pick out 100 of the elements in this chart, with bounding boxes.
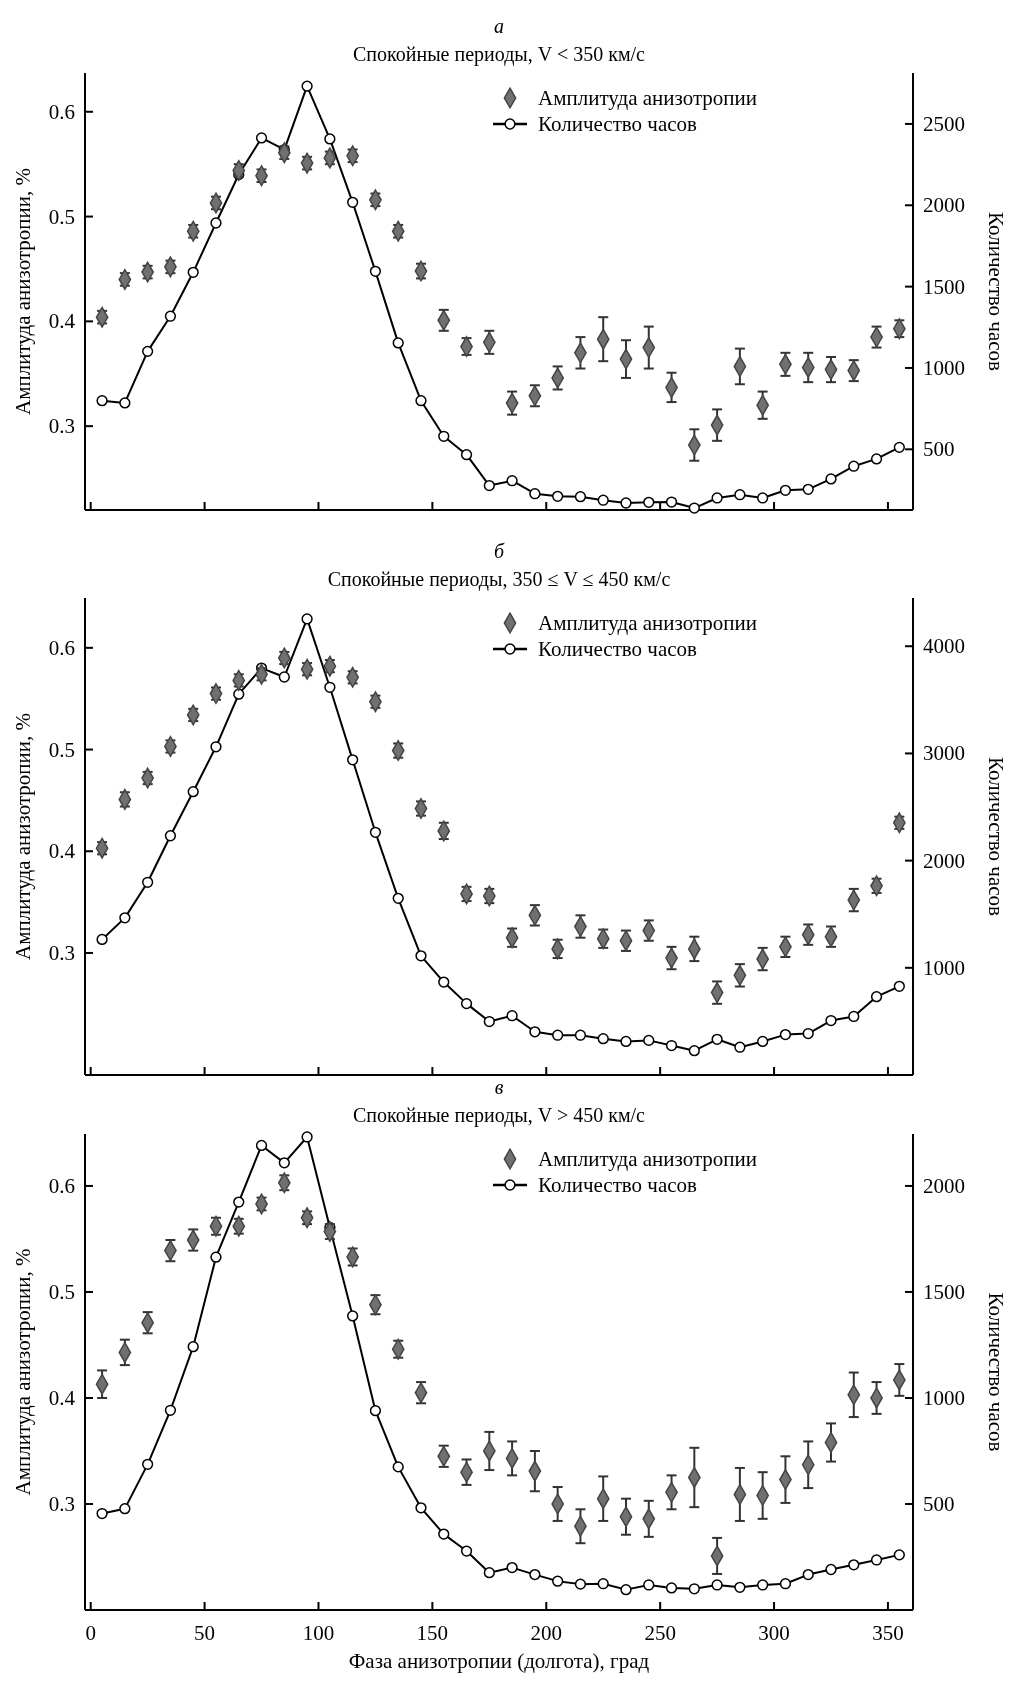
point xyxy=(278,1157,290,1169)
point xyxy=(460,1545,473,1557)
y-tick-label: 0.4 xyxy=(48,1385,76,1410)
point xyxy=(392,337,404,349)
y2-tick-label: 1500 xyxy=(923,274,965,299)
x-tick-label: 300 xyxy=(758,1621,790,1645)
chart-title: а xyxy=(494,15,504,37)
point xyxy=(324,681,336,693)
point xyxy=(347,754,359,766)
point xyxy=(164,1404,177,1416)
point xyxy=(620,1584,632,1596)
point xyxy=(711,492,723,504)
point xyxy=(119,912,131,924)
point xyxy=(825,1563,837,1576)
chart-title: в xyxy=(494,1076,504,1098)
point xyxy=(529,1568,541,1581)
point xyxy=(392,1461,404,1473)
y-tick-label: 0.3 xyxy=(48,1491,75,1516)
y2-tick-label: 500 xyxy=(923,437,955,462)
point xyxy=(688,1583,700,1595)
point xyxy=(597,494,609,506)
point xyxy=(369,826,382,838)
y-tick-label: 0.3 xyxy=(48,414,75,439)
y-tick-label: 0.6 xyxy=(48,99,75,124)
point xyxy=(757,492,769,504)
point xyxy=(438,976,450,988)
point xyxy=(643,1579,655,1591)
point xyxy=(665,1039,678,1052)
point xyxy=(552,1575,564,1587)
point xyxy=(142,1458,154,1470)
y2-tick-label: 3000 xyxy=(923,741,965,766)
point xyxy=(802,1027,814,1040)
chart-subtitle: Спокойные периоды, V < 350 км/с xyxy=(353,43,646,66)
point xyxy=(711,1579,723,1591)
point xyxy=(142,345,154,357)
point xyxy=(574,491,587,503)
y-tick-label: 0.3 xyxy=(48,940,75,965)
point xyxy=(278,671,290,683)
point xyxy=(460,449,473,461)
point xyxy=(164,830,177,842)
y-tick-label: 0.4 xyxy=(48,309,76,334)
point xyxy=(870,1554,883,1566)
x-tick-label: 200 xyxy=(530,1621,563,1645)
point xyxy=(529,1026,541,1038)
point xyxy=(301,1131,313,1143)
point xyxy=(848,460,860,472)
point xyxy=(665,1582,678,1594)
x-tick-label: 50 xyxy=(194,1621,216,1645)
point xyxy=(96,1507,108,1520)
point xyxy=(802,1568,814,1581)
legend-label: Количество часов xyxy=(538,112,698,136)
y2-axis-title: Количество часов xyxy=(984,1292,1008,1452)
point xyxy=(506,475,518,487)
legend-label: Количество часов xyxy=(538,637,698,661)
point xyxy=(369,265,382,277)
point xyxy=(734,489,746,501)
point xyxy=(620,497,632,509)
point xyxy=(825,1014,837,1027)
legend-label: Амплитуда анизотропии xyxy=(538,611,758,635)
point xyxy=(848,1559,860,1571)
y2-axis-title: Количество часов xyxy=(984,212,1008,372)
y2-tick-label: 2000 xyxy=(923,193,965,218)
point xyxy=(643,1034,655,1046)
x-tick-label: 250 xyxy=(644,1621,676,1645)
point xyxy=(164,310,177,322)
y2-tick-label: 2000 xyxy=(923,1173,965,1198)
y2-tick-label: 500 xyxy=(923,1491,955,1516)
point xyxy=(893,1549,905,1561)
point xyxy=(415,395,427,407)
point xyxy=(688,1045,700,1057)
point xyxy=(483,1015,495,1028)
chart-subtitle: Спокойные периоды, 350 ≤ V ≤ 450 км/с xyxy=(327,568,671,591)
point xyxy=(415,1502,427,1514)
point xyxy=(665,496,678,508)
point xyxy=(187,786,199,798)
point xyxy=(734,1041,746,1053)
y2-tick-label: 1500 xyxy=(923,1279,965,1304)
x-tick-label: 150 xyxy=(416,1621,449,1645)
point xyxy=(369,1405,382,1417)
point xyxy=(210,217,222,229)
point xyxy=(119,397,131,409)
y2-axis-title: Количество часов xyxy=(984,757,1008,917)
y-axis-title: Амплитуда анизотропии, % xyxy=(11,712,35,961)
point xyxy=(552,1029,564,1041)
y-tick-label: 0.6 xyxy=(48,1173,75,1198)
point xyxy=(438,430,450,442)
point xyxy=(301,80,313,92)
point xyxy=(347,1310,359,1322)
point xyxy=(870,991,883,1003)
point xyxy=(802,483,814,495)
point xyxy=(187,266,199,278)
y2-tick-label: 1000 xyxy=(923,355,965,380)
point xyxy=(574,1029,587,1041)
point xyxy=(779,484,792,496)
y-tick-label: 0.4 xyxy=(48,839,76,864)
y2-tick-label: 4000 xyxy=(923,634,965,659)
legend-label: Количество часов xyxy=(538,1173,698,1197)
point xyxy=(734,1581,746,1593)
point xyxy=(347,196,359,208)
point xyxy=(552,490,564,502)
